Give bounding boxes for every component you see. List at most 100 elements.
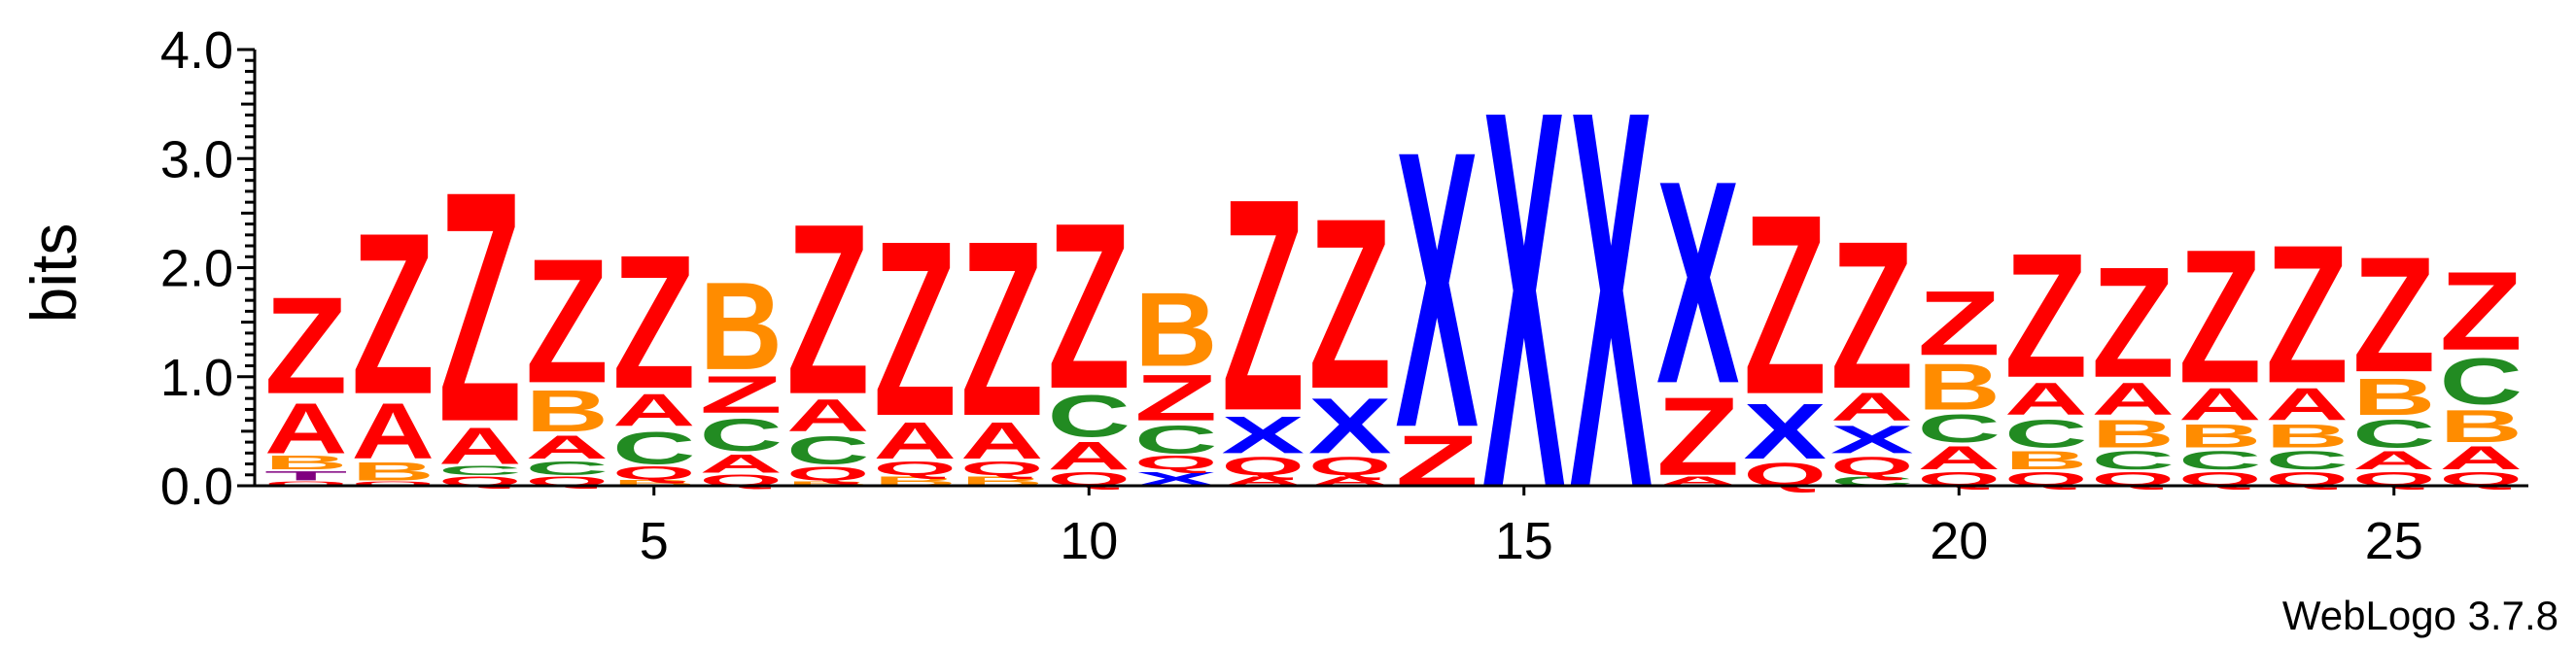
logo-letter-Z-pos-19: Z <box>1830 197 1913 432</box>
logo-letter-C-pos-6: C <box>700 410 783 461</box>
logo-letter-B-pos-25: B <box>2352 367 2435 426</box>
logo-letter-A-pos-2: A <box>352 387 435 475</box>
y-tick-label: 2.0 <box>160 240 233 298</box>
x-tick-label: 20 <box>1930 512 1988 570</box>
y-tick-label: 0.0 <box>160 458 233 516</box>
logo-letter-Z-pos-12: Z <box>1222 136 1305 474</box>
logo-letter-Z-pos-23: Z <box>2178 211 2261 424</box>
logo-letter-X-pos-12: X <box>1222 405 1305 464</box>
logo-letter-C-pos-7: C <box>786 428 870 472</box>
logo-letter-A-pos-4: A <box>526 429 609 466</box>
logo-letter-X-pos-14: X <box>1396 68 1479 510</box>
logo-letter-B-pos-1: B <box>264 452 347 474</box>
x-axis: 5 10 15 20 25 <box>255 484 2528 570</box>
logo-letter-Q-pos-13: Q <box>1308 451 1391 480</box>
logo-letter-T-pos-1: T <box>264 468 347 483</box>
logo-letter-C-pos-4: C <box>526 457 609 479</box>
logo-letter-Z-pos-8: Z <box>874 188 957 467</box>
logo-letter-A-pos-22: A <box>2092 373 2175 425</box>
logo-letter-Z-pos-6: Z <box>700 365 783 424</box>
logo-letter-Z-pos-25: Z <box>2352 222 2435 406</box>
logo-letter-Z-pos-1: Z <box>264 268 347 423</box>
logo-letter-C-pos-10: C <box>1048 383 1131 449</box>
logo-letter-Z-pos-24: Z <box>2266 203 2349 424</box>
logo-letter-Z-pos-5: Z <box>612 217 695 429</box>
y-axis: 0.0 1.0 2.0 3.0 4.0 <box>160 21 257 516</box>
logo-letter-Q-pos-9: Q <box>960 457 1043 479</box>
y-tick-label: 4.0 <box>160 21 233 80</box>
logo-letter-X-pos-13: X <box>1308 382 1391 470</box>
logo-letter-A-pos-23: A <box>2178 379 2261 430</box>
logo-letter-A-pos-24: A <box>2266 379 2349 430</box>
logo-letter-Z-pos-4: Z <box>526 222 609 420</box>
logo-letter-B-pos-11: B <box>1134 271 1217 389</box>
y-tick-label: 1.0 <box>160 349 233 407</box>
logo-letter-B-pos-24: B <box>2266 418 2349 455</box>
logo-letter-B-pos-5: B <box>612 479 696 488</box>
logo-letter-A-pos-9: A <box>960 411 1043 470</box>
logo-letter-B-pos-21: B <box>2004 446 2087 475</box>
logo-letter-A-pos-26: A <box>2440 440 2523 477</box>
logo-letter-A-pos-1: A <box>264 388 347 469</box>
logo-letter-B-pos-6: B <box>700 256 783 396</box>
logo-letter-X-pos-16: X <box>1570 0 1654 601</box>
x-tick-label: 15 <box>1495 512 1553 570</box>
logo-letter-A-pos-25: A <box>2352 446 2435 475</box>
logo-letter-C-pos-21: C <box>2004 412 2088 456</box>
logo-letter-B-pos-23: B <box>2178 418 2261 455</box>
logo-letter-C-pos-23: C <box>2178 446 2261 475</box>
y-axis-label: bits <box>17 223 89 324</box>
logo-letter-A-pos-8: A <box>874 411 957 470</box>
logo-letter-Q-pos-19: Q <box>1830 451 1913 480</box>
logo-letter-C-pos-3: C <box>438 463 521 478</box>
logo-letter-Z-pos-2: Z <box>352 186 435 442</box>
logo-letter-B-pos-7: B <box>786 480 870 488</box>
logo-letter-Z-pos-21: Z <box>2004 217 2087 415</box>
logo-letter-A-pos-6: A <box>700 449 783 478</box>
logo-letter-C-pos-20: C <box>1918 406 2002 450</box>
x-tick-label: 25 <box>2365 512 2423 570</box>
x-tick-label: 5 <box>640 512 669 570</box>
logo-letter-Z-pos-9: Z <box>960 188 1043 467</box>
logo-letter-X-pos-19: X <box>1830 418 1913 461</box>
logo-letter-A-pos-10: A <box>1048 433 1131 477</box>
logo-letter-C-pos-22: C <box>2092 446 2175 475</box>
logo-letter-B-pos-22: B <box>2092 412 2176 456</box>
logo-letter-B-pos-2: B <box>352 457 435 486</box>
logo-letter-Z-pos-20: Z <box>1918 272 2001 374</box>
logo-letter-Z-pos-22: Z <box>2092 235 2175 411</box>
logo-letter-Z-pos-14: Z <box>1396 421 1479 501</box>
x-tick-label: 10 <box>1060 512 1118 570</box>
logo-letter-A-pos-19: A <box>1830 385 1914 428</box>
logo-letter-Z-pos-10: Z <box>1048 174 1131 438</box>
y-tick-label: 3.0 <box>160 130 233 188</box>
logo-letter-X-pos-15: X <box>1482 0 1566 601</box>
logo-letter-Z-pos-3: Z <box>438 122 521 491</box>
logo-letter-Z-pos-7: Z <box>786 174 869 446</box>
logo-letter-Q-pos-11: Q <box>1134 452 1217 474</box>
weblogo-credit: WebLogo 3.7.8 <box>2281 593 2559 638</box>
logo-letter-C-pos-25: C <box>2352 412 2436 456</box>
logo-letter-C-pos-5: C <box>612 423 695 474</box>
logo-letter-Q-pos-8: Q <box>874 457 957 479</box>
logo-letter-Q-pos-12: Q <box>1222 451 1305 480</box>
logo-letter-Q-pos-5: Q <box>612 462 695 483</box>
logo-letter-Q-pos-1: Q <box>264 480 347 487</box>
logo-letter-Z-pos-26: Z <box>2440 249 2523 373</box>
logo-letter-X-pos-17: X <box>1656 119 1739 444</box>
logo-letter-A-pos-20: A <box>1918 440 2001 477</box>
logo-letter-X-pos-18: X <box>1744 387 1827 475</box>
logo-letter-B-pos-26: B <box>2440 401 2523 453</box>
logo-letter-Z-pos-18: Z <box>1744 161 1827 448</box>
logo-letter-Z-pos-11: Z <box>1134 361 1217 435</box>
logo-letter-C-pos-11: C <box>1134 418 1218 461</box>
logo-letter-Q-pos-2: Q <box>352 480 435 487</box>
logo-letter-Z-pos-13: Z <box>1308 168 1391 440</box>
logo-letter-Q-pos-7: Q <box>786 462 869 485</box>
logo-letter-C-pos-24: C <box>2266 446 2349 475</box>
logo-letter-B-pos-20: B <box>1918 351 2002 424</box>
logo-letter-A-pos-5: A <box>612 385 695 436</box>
logo-letter-A-pos-21: A <box>2004 373 2087 425</box>
